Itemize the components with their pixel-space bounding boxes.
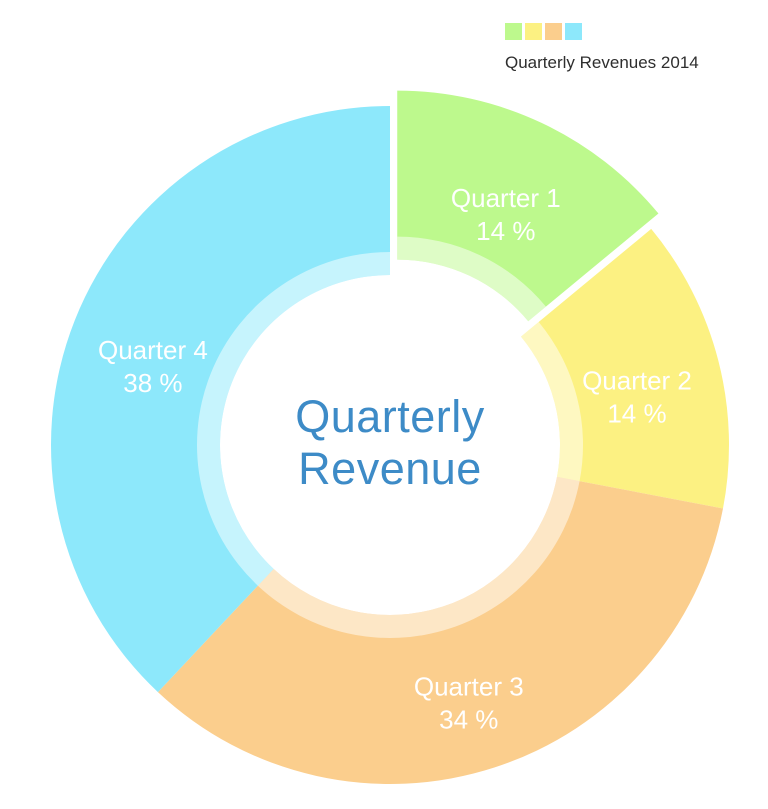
legend-swatch-quarter-4[interactable] (565, 23, 582, 40)
chart-center-title: Quarterly Revenue (295, 390, 485, 494)
slice-label-quarter-2: Quarter 2 14 % (582, 366, 692, 429)
legend-swatch-quarter-3[interactable] (545, 23, 562, 40)
legend-swatches (505, 23, 699, 40)
legend-title: Quarterly Revenues 2014 (505, 53, 699, 72)
legend-swatch-quarter-2[interactable] (525, 23, 542, 40)
slice-label-quarter-1: Quarter 1 14 % (451, 183, 561, 246)
slice-quarter-3[interactable] (157, 476, 723, 784)
chart-legend: Quarterly Revenues 2014 (505, 23, 699, 73)
slice-label-quarter-4: Quarter 4 38 % (98, 335, 208, 398)
slice-label-quarter-3: Quarter 3 34 % (414, 672, 524, 735)
legend-swatch-quarter-1[interactable] (505, 23, 522, 40)
